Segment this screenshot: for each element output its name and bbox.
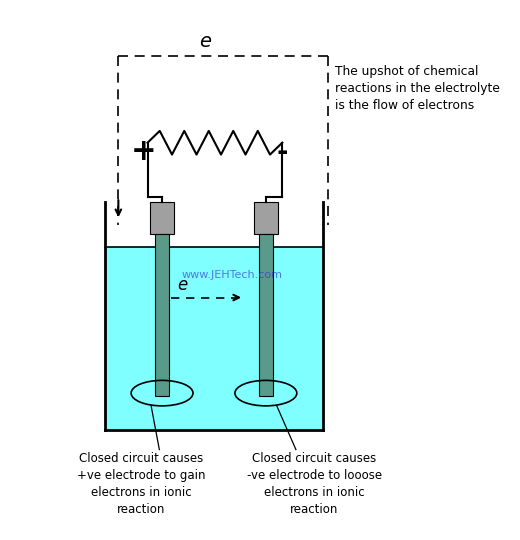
Text: Closed circuit causes
+ve electrode to gain
electrons in ionic
reaction: Closed circuit causes +ve electrode to g… [77, 453, 205, 516]
Text: Closed circuit causes
-ve electrode to looose
electrons in ionic
reaction: Closed circuit causes -ve electrode to l… [246, 453, 382, 516]
Bar [258, 234, 273, 396]
Text: -: - [277, 138, 288, 166]
Text: e: e [199, 32, 211, 51]
Text: +: + [131, 137, 157, 166]
Bar [254, 202, 278, 234]
Bar [150, 202, 174, 234]
Text: e: e [177, 276, 187, 294]
Text: The upshot of chemical
reactions in the electrolyte
is the flow of electrons: The upshot of chemical reactions in the … [335, 65, 500, 112]
Bar [155, 234, 170, 396]
Bar [106, 247, 322, 429]
Text: www.JEHTech.com: www.JEHTech.com [181, 270, 283, 280]
